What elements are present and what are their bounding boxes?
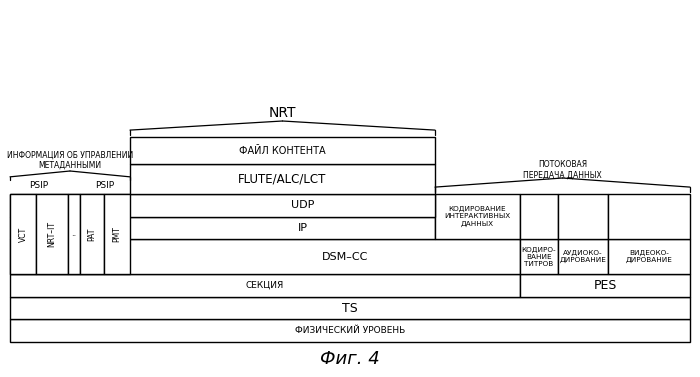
Text: КОДИРОВАНИЕ
ИНТЕРАКТИВНЫХ
ДАННЫХ: КОДИРОВАНИЕ ИНТЕРАКТИВНЫХ ДАННЫХ (444, 206, 510, 227)
Text: АУДИОКО-
ДИРОВАНИЕ: АУДИОКО- ДИРОВАНИЕ (559, 250, 606, 263)
Bar (10, 274, 520, 297)
Text: PSIP: PSIP (29, 181, 48, 190)
Text: ПОТОКОВАЯ
ПЕРЕДАЧА ДАННЫХ: ПОТОКОВАЯ ПЕРЕДАЧА ДАННЫХ (523, 160, 602, 180)
Bar (10, 194, 36, 274)
Text: NRT–IT: NRT–IT (48, 221, 57, 247)
Bar (558, 194, 608, 239)
Text: UDP: UDP (290, 201, 314, 210)
Bar (10, 297, 690, 319)
Text: СЕКЦИЯ: СЕКЦИЯ (246, 281, 284, 290)
Text: Фиг. 4: Фиг. 4 (320, 350, 380, 368)
Bar (558, 239, 608, 274)
Text: PES: PES (594, 279, 617, 292)
Text: FLUTE/ALC/LCT: FLUTE/ALC/LCT (238, 173, 327, 185)
Bar (10, 194, 435, 217)
Bar (104, 194, 130, 274)
Bar (520, 274, 690, 297)
Text: TS: TS (342, 302, 358, 314)
Text: ВИДЕОКО-
ДИРОВАНИЕ: ВИДЕОКО- ДИРОВАНИЕ (626, 250, 673, 263)
Bar (10, 217, 435, 239)
Text: КОДИРО-
ВАНИЕ
ТИТРОВ: КОДИРО- ВАНИЕ ТИТРОВ (522, 247, 556, 267)
Bar (10, 239, 520, 274)
Bar (68, 194, 80, 274)
Text: PAT: PAT (88, 227, 97, 241)
Bar (520, 239, 558, 274)
Text: VCT: VCT (18, 227, 27, 242)
Text: ИНФОРМАЦИЯ ОБ УПРАВЛЕНИИ
МЕТАДАННЫМИ: ИНФОРМАЦИЯ ОБ УПРАВЛЕНИИ МЕТАДАННЫМИ (7, 150, 133, 170)
Bar (80, 194, 104, 274)
Text: NRT: NRT (269, 106, 296, 120)
Bar (520, 194, 558, 239)
Bar (608, 194, 690, 239)
Bar (36, 194, 68, 274)
Text: ФАЙЛ КОНТЕНТА: ФАЙЛ КОНТЕНТА (239, 146, 326, 155)
Bar (435, 194, 520, 239)
Text: DSM–CC: DSM–CC (322, 251, 368, 262)
Text: PSIP: PSIP (95, 181, 115, 190)
Bar (130, 164, 435, 194)
Text: PMT: PMT (113, 226, 122, 242)
Bar (608, 239, 690, 274)
Bar (130, 137, 435, 164)
Text: IP: IP (298, 223, 307, 233)
Bar (10, 319, 690, 342)
Text: ..: .. (71, 230, 76, 239)
Text: ФИЗИЧЕСКИЙ УРОВЕНЬ: ФИЗИЧЕСКИЙ УРОВЕНЬ (295, 326, 405, 335)
